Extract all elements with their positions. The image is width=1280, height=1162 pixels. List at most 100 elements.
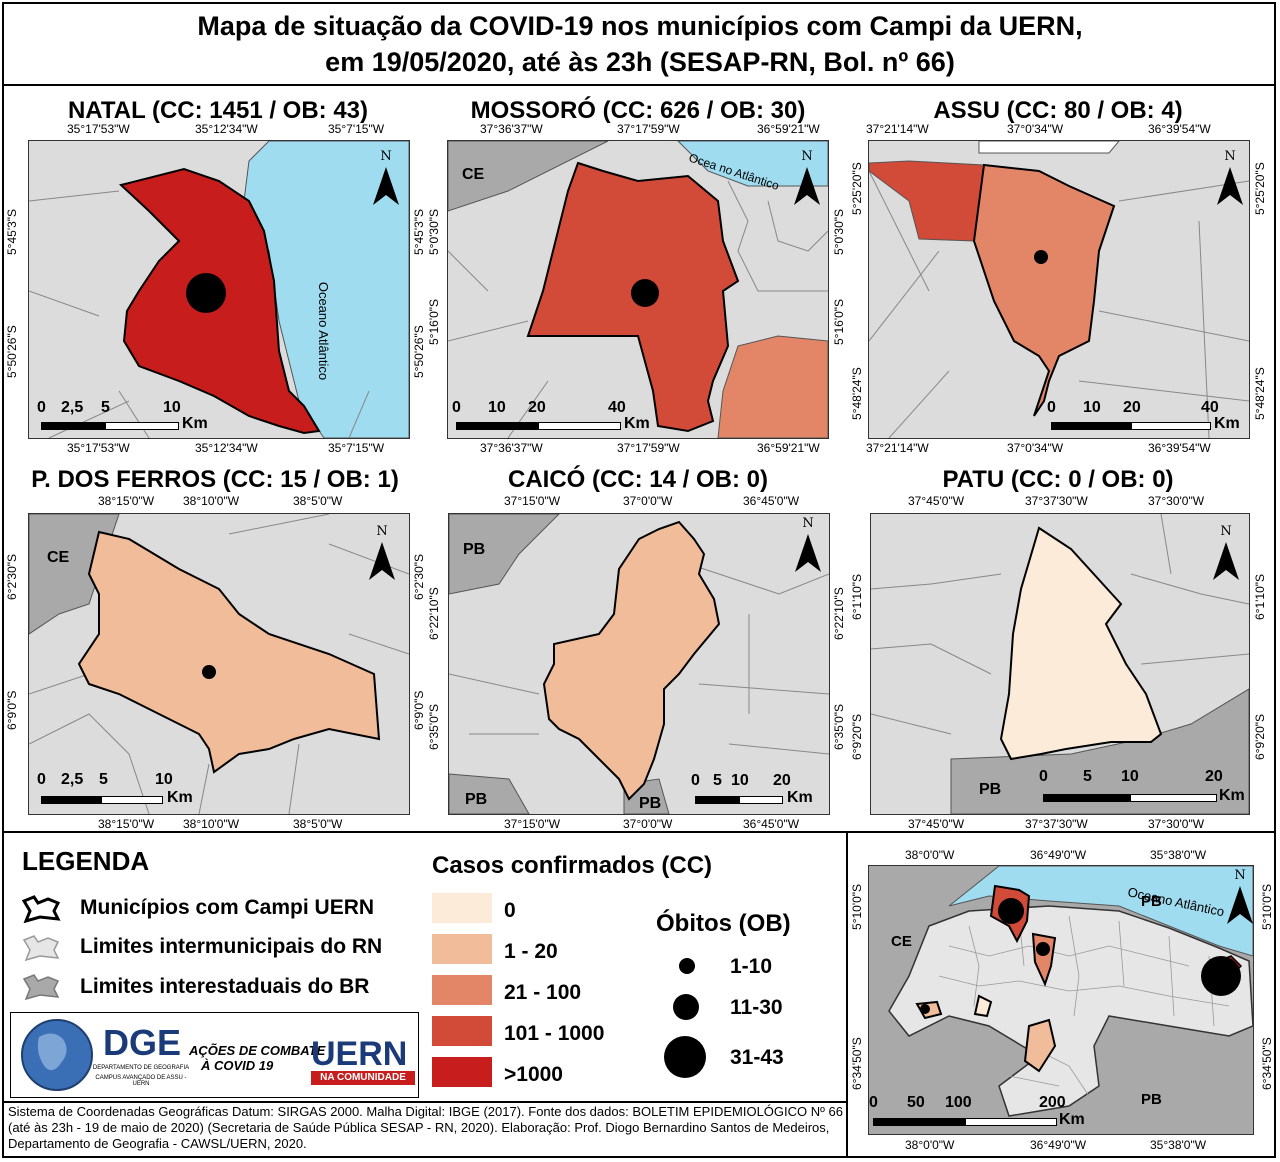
natal-top-coord: 35°17'53"W xyxy=(67,122,130,136)
assu-left-coord: 5°25'20"S xyxy=(850,162,864,215)
title-line-2: em 19/05/2020, até às 23h (SESAP-RN, Bol… xyxy=(325,47,955,77)
scale-label: 5 xyxy=(99,771,108,788)
assu-top-coord: 37°0'34"W xyxy=(1007,122,1064,136)
north-arrow-icon: N xyxy=(365,524,399,584)
scale-bar xyxy=(1051,422,1211,430)
overview-divider xyxy=(846,831,848,1158)
deaths-heading: Óbitos (OB) xyxy=(656,910,791,937)
pferros-top-coord: 38°10'0"W xyxy=(183,494,240,508)
mossoro-bottom-coord: 37°36'37"W xyxy=(480,441,543,455)
scale-label: 20 xyxy=(1205,768,1223,785)
intermunicipal-limit-icon xyxy=(22,935,60,962)
mossoro-top-coord: 36°59'21"W xyxy=(757,122,820,136)
natal-bottom-coord: 35°7'15"W xyxy=(328,441,385,455)
natal-title: NATAL (CC: 1451 / OB: 43) xyxy=(67,97,369,124)
pferros-right-coord: 6°9'0"S xyxy=(412,690,426,730)
scale-unit: Km xyxy=(1059,1111,1085,1128)
scale-label: 50 xyxy=(907,1094,925,1111)
caico-bottom-coord: 37°15'0"W xyxy=(504,817,561,831)
overview-bottom-coord: 36°49'0"W xyxy=(1030,1138,1087,1152)
overview-death-mossoro xyxy=(998,898,1024,924)
patu-left-coord: 6°1'10"S xyxy=(850,573,864,620)
overview-patu xyxy=(973,994,993,1018)
pferros-bottom-coord: 38°5'0"W xyxy=(293,817,343,831)
patu-right-coord: 6°9'20"S xyxy=(1253,713,1267,760)
dge-sub: DEPARTAMENTO DE GEOGRAFIA xyxy=(92,1065,190,1071)
natal-death-marker xyxy=(186,273,226,313)
dge-sub: CAMPUS AVANÇADO DE ASSU - UERN xyxy=(95,1075,187,1087)
scale-unit: Km xyxy=(1214,415,1240,432)
mossoro-ce-label: CE xyxy=(462,166,485,183)
dge-logo: DGE xyxy=(103,1022,182,1063)
scale-unit: Km xyxy=(1219,787,1245,804)
north-arrow-icon: N xyxy=(369,149,403,209)
cases-heading: Casos confirmados (CC) xyxy=(432,852,713,879)
patu-title: PATU (CC: 0 / OB: 0) xyxy=(942,466,1174,493)
swatch-101-1000 xyxy=(432,1016,492,1046)
assu-bottom-coord: 36°39'54"W xyxy=(1148,441,1211,455)
pferros-right-coord: 6°2'30"S xyxy=(412,553,426,600)
scale-label: 2,5 xyxy=(61,771,84,788)
natal-map: Oceano Atlântico N 0 2,5 5 10 Km xyxy=(28,140,410,439)
north-letter: N xyxy=(1224,149,1236,164)
north-arrow-icon: N xyxy=(1209,524,1243,584)
overview-death-natal xyxy=(1201,956,1241,996)
scale-label: 200 xyxy=(1039,1094,1066,1111)
legend-item-campi: Municípios com Campi UERN xyxy=(80,896,375,919)
case-class-label: 1 - 20 xyxy=(504,940,558,963)
assu-right-coord: 5°48'24"S xyxy=(1253,367,1267,420)
mossoro-map: CE Ocea no Atlântico N 0 10 20 40 Km xyxy=(447,140,829,439)
acoes-line: À COVID 19 xyxy=(201,1058,274,1073)
overview-right-coord: 6°34'50"S xyxy=(1260,1037,1274,1090)
overview-top-coord: 36°49'0"W xyxy=(1030,848,1087,862)
scale-label: 2,5 xyxy=(61,399,84,416)
scale-label: 20 xyxy=(773,772,791,789)
legend-item-intermunicipal: Limites intermunicipais do RN xyxy=(80,935,383,958)
pferros-top-coord: 38°5'0"W xyxy=(293,494,343,508)
patu-bottom-coord: 37°30'0"W xyxy=(1148,817,1205,831)
pferros-death-marker xyxy=(202,665,216,679)
uern-logo: UERN xyxy=(311,1035,408,1073)
death-dot-small xyxy=(679,958,695,974)
patu-left-coord: 6°9'20"S xyxy=(850,713,864,760)
patu-map: PB N 0 5 10 20 Km xyxy=(870,513,1250,815)
mossoro-right-coord: 5°16'0"S xyxy=(832,298,846,345)
overview-left-coord: 5°10'0"S xyxy=(850,883,864,930)
north-arrow-icon: N xyxy=(1213,149,1247,209)
pferros-map: CE N 0 2,5 5 10 Km xyxy=(28,513,410,815)
interstate-limit-icon xyxy=(22,974,60,1001)
pferros-municipality xyxy=(77,530,381,774)
scale-label: 10 xyxy=(163,399,181,416)
scale-label: 0 xyxy=(869,1094,878,1111)
pferros-top-coord: 38°15'0"W xyxy=(98,494,155,508)
case-class-label: 21 - 100 xyxy=(504,981,582,1004)
case-class-label: 101 - 1000 xyxy=(504,1022,605,1045)
scale-label: 10 xyxy=(1083,399,1101,416)
case-class-label: >1000 xyxy=(504,1063,563,1086)
mossoro-death-marker xyxy=(631,279,659,307)
scale-bar xyxy=(873,1118,1057,1126)
scale-label: 0 xyxy=(691,772,700,789)
death-class-label: 11-30 xyxy=(730,996,783,1019)
overview-death-pferros xyxy=(920,1004,930,1014)
north-arrow-icon: N xyxy=(791,516,825,576)
scale-label: 100 xyxy=(945,1094,972,1111)
overview-right-coord: 5°10'0"S xyxy=(1260,883,1274,930)
natal-right-coord: 5°50'26"S xyxy=(412,325,426,378)
north-letter: N xyxy=(380,149,392,164)
assu-top-coord: 37°21'14"W xyxy=(866,122,929,136)
footer-credits: Sistema de Coordenadas Geográficas Datum… xyxy=(8,1104,843,1151)
caico-bottom-coord: 36°45'0"W xyxy=(743,817,800,831)
caico-pb-label: PB xyxy=(465,791,487,808)
caico-right-coord: 6°22'10"S xyxy=(832,587,846,640)
north-letter: N xyxy=(1234,868,1246,883)
pferros-ce-label: CE xyxy=(47,549,70,566)
caico-municipality xyxy=(542,520,721,801)
swatch-1-20 xyxy=(432,934,492,964)
caico-pb-label: PB xyxy=(463,541,485,558)
mossoro-bottom-coord: 37°17'59"W xyxy=(617,441,680,455)
overview-pb-label: PB xyxy=(1141,1091,1162,1108)
swatch-0 xyxy=(432,893,492,923)
north-letter: N xyxy=(802,516,814,531)
